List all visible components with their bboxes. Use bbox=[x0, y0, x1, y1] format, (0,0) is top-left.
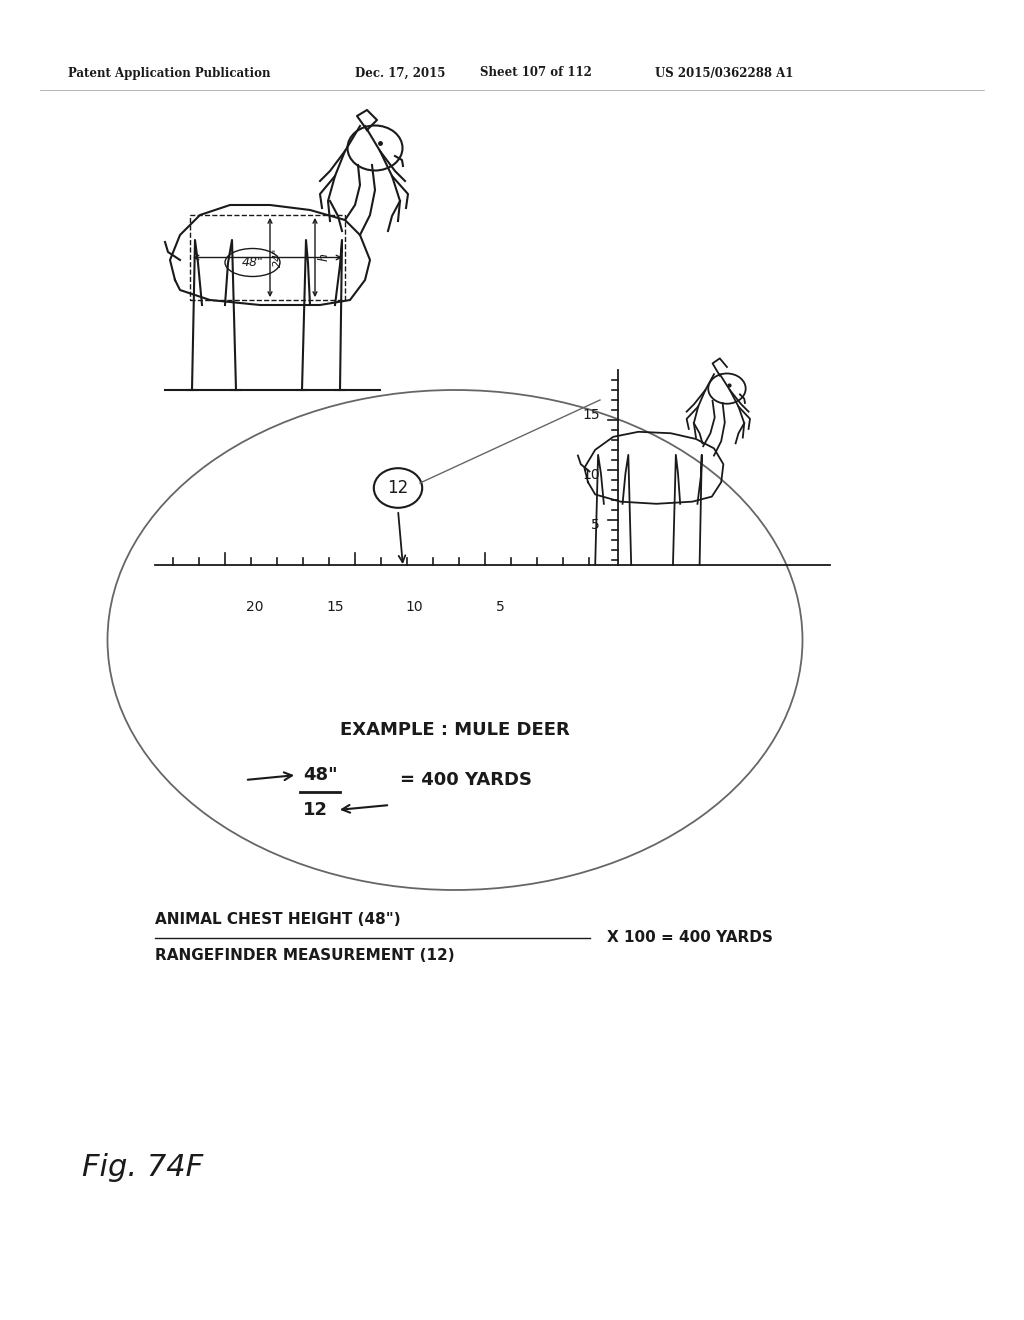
Text: h: h bbox=[318, 253, 331, 261]
Text: 48": 48" bbox=[242, 256, 263, 269]
Text: 15: 15 bbox=[327, 601, 344, 614]
Text: Fig. 74F: Fig. 74F bbox=[82, 1154, 203, 1183]
Text: Patent Application Publication: Patent Application Publication bbox=[68, 66, 270, 79]
Text: 15: 15 bbox=[583, 408, 600, 422]
Text: Sheet 107 of 112: Sheet 107 of 112 bbox=[480, 66, 592, 79]
Text: 12: 12 bbox=[387, 479, 409, 498]
Text: 5: 5 bbox=[591, 517, 600, 532]
Ellipse shape bbox=[225, 248, 280, 276]
Text: 10: 10 bbox=[583, 469, 600, 482]
Bar bbox=[190, 215, 345, 300]
Text: 10: 10 bbox=[406, 601, 423, 614]
Text: = 400 YARDS: = 400 YARDS bbox=[400, 771, 532, 789]
Text: Dec. 17, 2015: Dec. 17, 2015 bbox=[355, 66, 445, 79]
Text: 12: 12 bbox=[303, 801, 328, 818]
Text: EXAMPLE : MULE DEER: EXAMPLE : MULE DEER bbox=[340, 721, 570, 739]
Text: 5: 5 bbox=[496, 601, 505, 614]
Text: 24": 24" bbox=[273, 248, 283, 267]
Text: X 100 = 400 YARDS: X 100 = 400 YARDS bbox=[607, 931, 773, 945]
Text: 48": 48" bbox=[303, 766, 338, 784]
Text: US 2015/0362288 A1: US 2015/0362288 A1 bbox=[655, 66, 794, 79]
Text: ANIMAL CHEST HEIGHT (48"): ANIMAL CHEST HEIGHT (48") bbox=[155, 912, 400, 928]
Text: 20: 20 bbox=[246, 601, 264, 614]
Text: RANGEFINDER MEASUREMENT (12): RANGEFINDER MEASUREMENT (12) bbox=[155, 949, 455, 964]
